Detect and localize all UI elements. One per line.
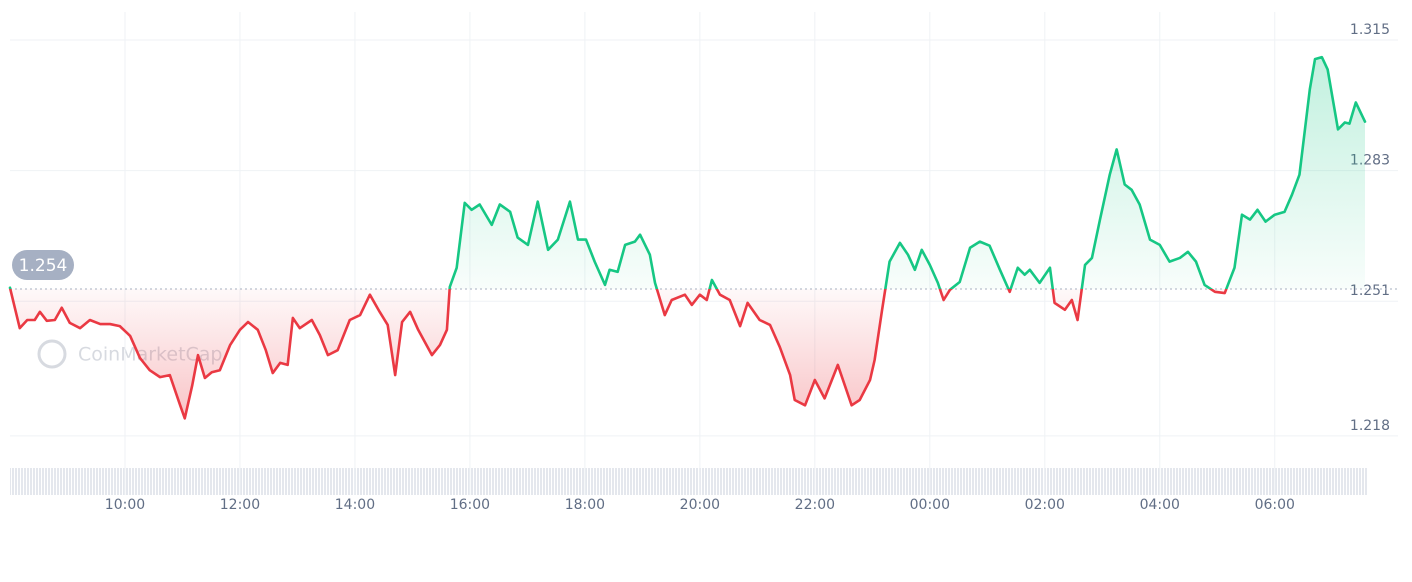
x-tick-label: 12:00 [220, 497, 260, 513]
y-tick-label: 1.218 [1350, 418, 1390, 434]
x-tick-label: 10:00 [105, 497, 145, 513]
price-line [8, 55, 1367, 420]
x-tick-label: 06:00 [1255, 497, 1295, 513]
y-tick-label: 1.315 [1350, 22, 1390, 38]
x-tick-label: 18:00 [565, 497, 605, 513]
baseline-label: 1.254 [19, 256, 68, 276]
x-tick-label: 14:00 [335, 497, 375, 513]
x-tick-label: 16:00 [450, 497, 490, 513]
baseline-badge [12, 249, 74, 280]
area [10, 57, 1365, 419]
x-tick-label: 00:00 [910, 497, 950, 513]
x-tick-label: 20:00 [680, 497, 720, 513]
x-tick-label: 02:00 [1025, 497, 1065, 513]
x-tick-label: 04:00 [1140, 497, 1180, 513]
watermark-logo [37, 339, 67, 369]
x-tick-label: 22:00 [795, 497, 835, 513]
volume-strip [10, 468, 1368, 495]
